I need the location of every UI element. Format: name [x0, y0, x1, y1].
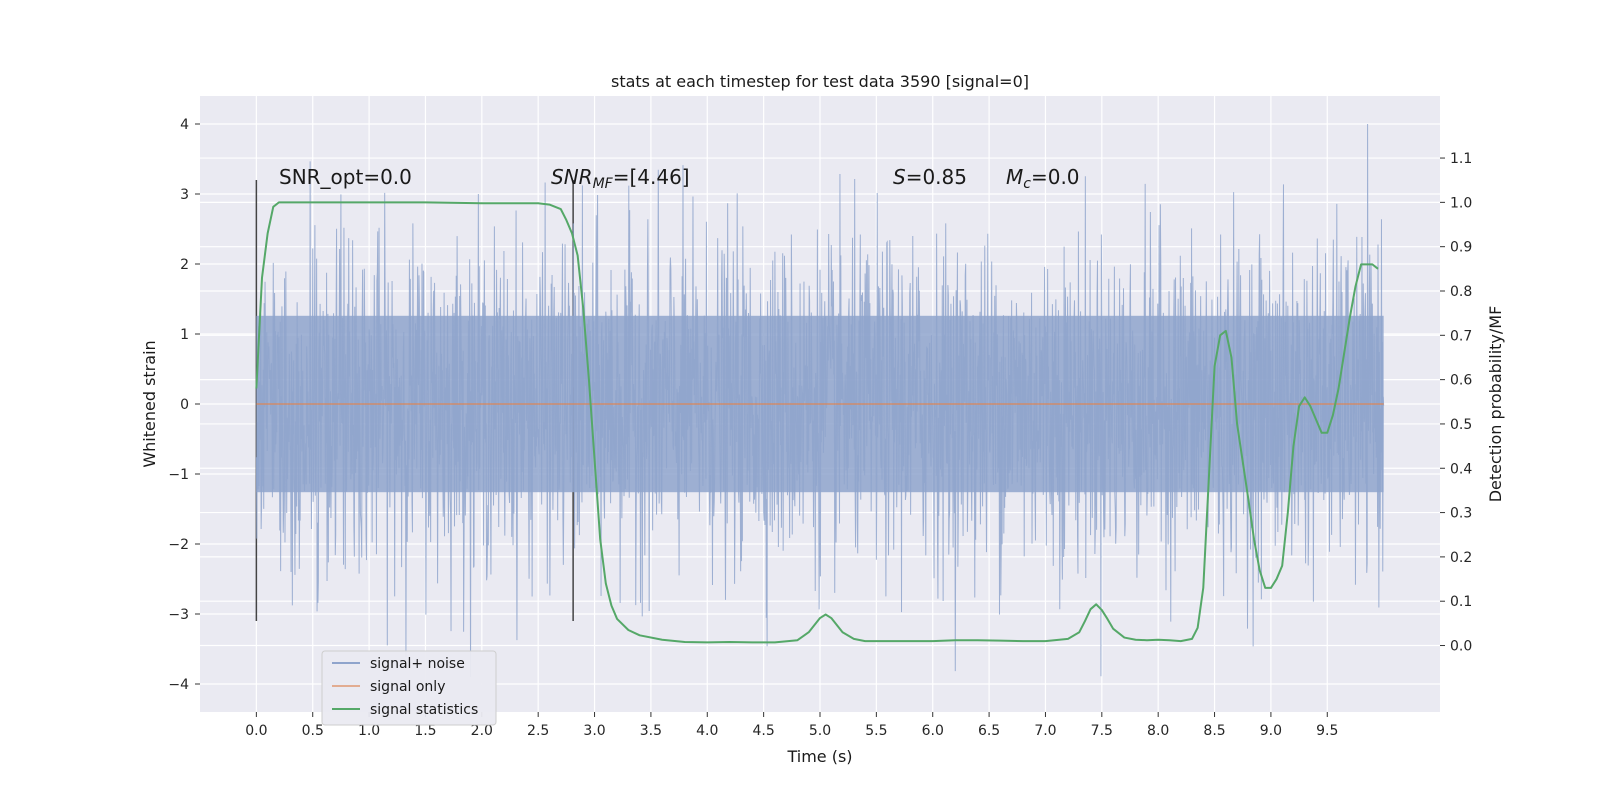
legend-label-signal-noise: signal+ noise — [370, 656, 465, 672]
y-tick-label: 3 — [180, 187, 189, 203]
y2-tick-label: 0.8 — [1450, 284, 1472, 300]
series-signal-statistics-line — [255, 201, 1379, 644]
chart-title: stats at each timestep for test data 359… — [611, 72, 1029, 91]
y2-tick-label: 0.0 — [1450, 639, 1472, 655]
y2-tick-label: 0.4 — [1450, 461, 1472, 477]
y2-tick-label: 0.1 — [1450, 594, 1472, 610]
annotation-s: S=0.85 — [893, 165, 967, 189]
annotation-mc: Mc=0.0 — [1006, 165, 1080, 192]
annotation-mc-value: =0.0 — [1031, 165, 1080, 189]
x-tick-label: 8.5 — [1203, 723, 1225, 739]
y-tick-label: 2 — [180, 257, 189, 273]
annotation-snr-mf-symbol: SNR — [551, 165, 593, 189]
y2-tick-label: 1.1 — [1450, 151, 1472, 167]
y-tick-label: −1 — [168, 467, 189, 483]
y2-axis-ticks: 1.1 1.0 0.9 0.8 0.7 0.6 0.5 0.4 0.3 0.2 0.1 0.0 — [1440, 151, 1472, 655]
x-tick-label: 7.0 — [1034, 723, 1056, 739]
x-tick-label: 9.5 — [1316, 723, 1338, 739]
y-tick-label: −4 — [168, 677, 189, 693]
series-signal-noise-line — [255, 123, 1385, 678]
x-axis-ticks: 0.0 0.5 1.0 1.5 2.0 2.5 3.0 3.5 4.0 4.5 5.0 5.5 6.0 6… — [245, 712, 1338, 739]
x-tick-label: 0.5 — [302, 723, 324, 739]
annotation-s-symbol: S — [893, 165, 906, 189]
y-axis-ticks: 4 3 2 1 0 −1 −2 −3 −4 — [168, 117, 200, 693]
annotations: SNR_opt=0.0 SNRMF=[4.46] S=0.85 Mc=0.0 — [279, 165, 1080, 192]
x-tick-label: 4.5 — [753, 723, 775, 739]
y2-tick-label: 0.2 — [1450, 550, 1472, 566]
x-tick-label: 1.5 — [414, 723, 436, 739]
y2-axis-label: Detection probability/MF — [1486, 306, 1505, 503]
y2-tick-label: 1.0 — [1450, 195, 1472, 211]
y-tick-label: −3 — [168, 607, 189, 623]
x-tick-label: 3.5 — [640, 723, 662, 739]
x-tick-label: 6.0 — [922, 723, 944, 739]
y-tick-label: −2 — [168, 537, 189, 553]
y2-tick-label: 0.9 — [1450, 240, 1472, 256]
x-tick-label: 3.0 — [583, 723, 605, 739]
annotation-snr-mf: SNRMF=[4.46] — [551, 165, 690, 192]
y2-tick-label: 0.3 — [1450, 506, 1472, 522]
annotation-snr-mf-subscript: MF — [593, 176, 614, 192]
x-tick-label: 2.0 — [471, 723, 493, 739]
y-tick-label: 1 — [180, 327, 189, 343]
series-lines — [255, 201, 1384, 644]
x-tick-label: 5.0 — [809, 723, 831, 739]
legend: signal+ noise signal only signal statist… — [321, 650, 497, 726]
y-tick-label: 4 — [180, 117, 189, 133]
annotation-snr-opt: SNR_opt=0.0 — [279, 165, 412, 189]
x-tick-label: 1.0 — [358, 723, 380, 739]
x-tick-label: 5.5 — [865, 723, 887, 739]
y-tick-label: 0 — [180, 397, 189, 413]
legend-label-signal-only: signal only — [370, 679, 445, 695]
y2-tick-label: 0.7 — [1450, 328, 1472, 344]
x-tick-label: 8.0 — [1147, 723, 1169, 739]
x-tick-label: 2.5 — [527, 723, 549, 739]
y-axis-label: Whitened strain — [140, 340, 159, 467]
annotation-mc-subscript: c — [1023, 176, 1031, 192]
y2-tick-label: 0.6 — [1450, 373, 1472, 389]
x-axis-label: Time (s) — [786, 747, 852, 766]
legend-box — [321, 650, 497, 726]
annotation-mc-symbol: M — [1006, 165, 1023, 189]
y2-tick-label: 0.5 — [1450, 417, 1472, 433]
x-tick-label: 7.5 — [1091, 723, 1113, 739]
x-tick-label: 6.5 — [978, 723, 1000, 739]
x-tick-label: 9.0 — [1260, 723, 1282, 739]
x-tick-label: 4.0 — [696, 723, 718, 739]
annotation-snr-mf-value: =[4.46] — [613, 165, 690, 189]
legend-label-signal-statistics: signal statistics — [370, 702, 478, 718]
x-tick-label: 0.0 — [245, 723, 267, 739]
annotation-s-value: =0.85 — [906, 165, 967, 189]
